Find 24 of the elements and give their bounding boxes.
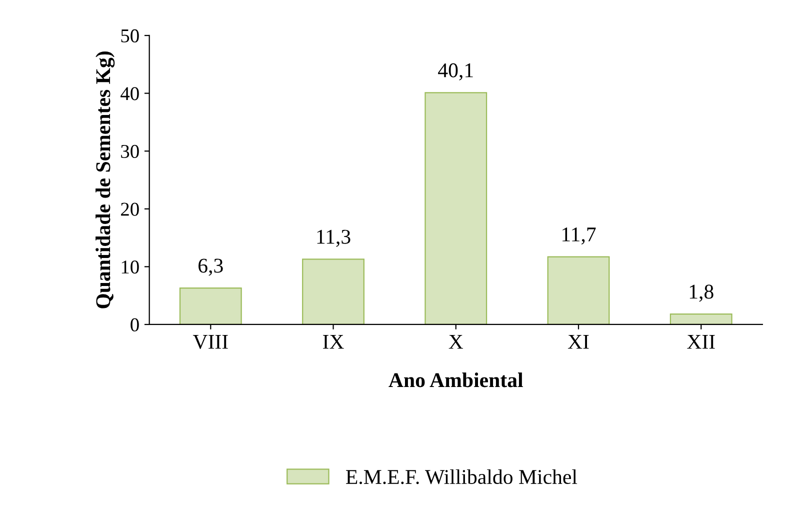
bar [302, 258, 364, 324]
bar [670, 314, 732, 324]
data-label: 11,3 [317, 230, 350, 247]
y-tick-label: 0 [130, 318, 139, 332]
data-label: 40,1 [438, 63, 473, 80]
y-tick-label: 20 [121, 202, 139, 216]
bar [547, 256, 610, 324]
x-tick-label: XI [568, 335, 589, 349]
x-tick-label: VIII [192, 335, 228, 349]
x-tick-label: X [448, 335, 464, 349]
y-axis-title: Quantidade de Sementes Kg) [96, 52, 115, 308]
x-tick-label: XII [687, 335, 715, 349]
y-tick-label: 10 [122, 260, 139, 274]
x-axis-title: Ano Ambiental [388, 372, 523, 388]
y-tick-label: 40 [120, 87, 139, 100]
data-label: 1,8 [690, 284, 714, 302]
y-tick-label: 30 [121, 144, 139, 158]
legend-label: E.M.E.F. Willibaldo Michel [346, 469, 578, 484]
bar [424, 92, 488, 324]
y-tick-label: 50 [121, 29, 139, 42]
bar [179, 288, 242, 324]
data-label: 11,7 [562, 228, 596, 245]
x-tick-label: IX [323, 335, 344, 349]
data-label: 6,3 [198, 258, 223, 276]
